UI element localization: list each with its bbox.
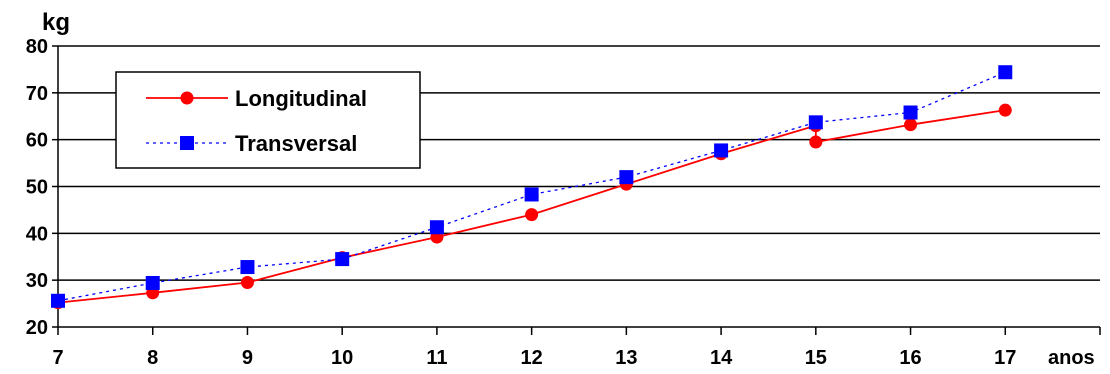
point-longitudinal-11 [998, 103, 1012, 117]
axes [52, 45, 1101, 335]
legend-marker-longitudinal [180, 91, 194, 105]
point-transversal-3 [335, 252, 350, 267]
legend-label-transversal: Transversal [235, 131, 357, 156]
x-tick-label-15: 15 [805, 347, 827, 369]
y-tick-label-60: 60 [26, 130, 48, 152]
legend-marker-transversal [180, 136, 194, 150]
y-tick-label-40: 40 [26, 223, 48, 245]
x-tick-label-7: 7 [52, 347, 63, 369]
y-tick-label-50: 50 [26, 177, 48, 199]
y-tick-label-70: 70 [26, 83, 48, 105]
point-longitudinal-2 [240, 276, 254, 290]
point-longitudinal-5 [525, 208, 539, 222]
point-transversal-4 [429, 220, 444, 235]
legend-box [115, 71, 421, 169]
point-transversal-5 [524, 187, 539, 202]
series-transversal [51, 65, 1013, 308]
x-axis-unit-label: anos [1048, 347, 1095, 369]
x-tick-label-11: 11 [426, 347, 447, 369]
x-tick-label-14: 14 [710, 347, 733, 369]
point-transversal-10 [998, 65, 1013, 80]
series-line-longitudinal [57, 109, 1006, 304]
point-transversal-7 [714, 143, 729, 158]
y-tick-label-30: 30 [26, 270, 48, 292]
point-transversal-8 [808, 115, 823, 130]
point-transversal-0 [51, 293, 65, 308]
legend-label-longitudinal: Longitudinal [235, 86, 367, 111]
point-transversal-6 [619, 170, 634, 185]
y-axis-unit-label: kg [42, 9, 70, 36]
x-tick-label-9: 9 [242, 347, 253, 369]
tick-labels: 20 30 40 50 60 70 80 7 8 9 10 11 12 13 14 15 16 17 [26, 36, 1017, 369]
point-longitudinal-10 [904, 118, 918, 132]
point-transversal-2 [240, 260, 255, 275]
x-tick-label-17: 17 [994, 347, 1016, 369]
x-tick-label-8: 8 [147, 347, 158, 369]
x-tick-label-16: 16 [899, 347, 921, 369]
point-transversal-9 [903, 105, 918, 120]
x-tick-label-12: 12 [521, 347, 543, 369]
series-group [51, 65, 1013, 310]
x-tick-label-10: 10 [331, 347, 353, 369]
x-tick-label-13: 13 [615, 347, 637, 369]
y-tick-label-80: 80 [26, 36, 48, 58]
point-transversal-1 [145, 275, 160, 290]
series-line-transversal [57, 71, 1006, 302]
legend: Longitudinal Transversal [115, 71, 421, 169]
y-tick-label-20: 20 [26, 317, 48, 339]
point-longitudinal-9 [809, 135, 823, 149]
